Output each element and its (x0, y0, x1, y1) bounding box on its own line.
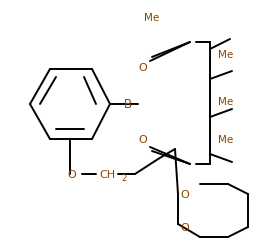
Text: B: B (124, 98, 132, 111)
Text: O: O (180, 222, 189, 232)
Text: O: O (68, 169, 76, 179)
Text: O: O (139, 134, 147, 144)
Text: Me: Me (218, 96, 233, 106)
Text: O: O (180, 189, 189, 199)
Text: CH: CH (99, 169, 115, 179)
Text: 2: 2 (121, 174, 126, 183)
Text: Me: Me (144, 13, 160, 23)
Text: O: O (139, 63, 147, 73)
Text: Me: Me (218, 50, 233, 60)
Text: Me: Me (218, 134, 233, 144)
